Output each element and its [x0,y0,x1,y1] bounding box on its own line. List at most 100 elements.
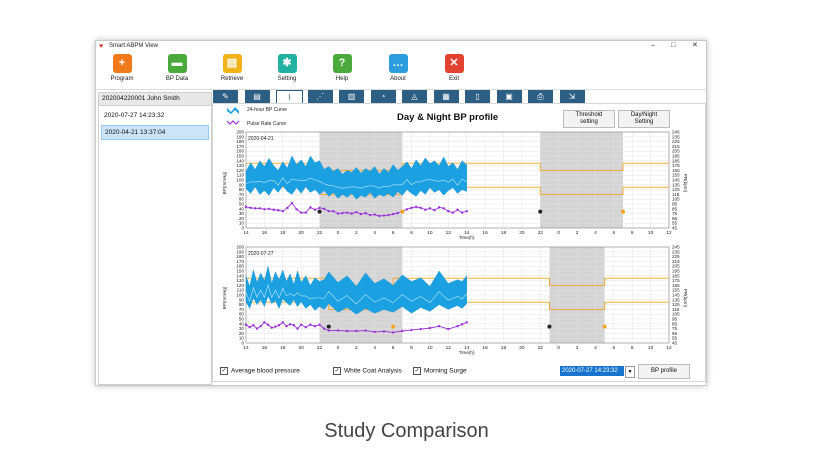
y2-tick-label: 225 [672,254,680,259]
bp-mean-line [245,177,467,189]
x-tick-label: 14 [464,230,470,236]
tab-export-icon[interactable]: ⇲ [559,90,585,104]
x-tick-label: 8 [410,230,413,236]
toolbar-exit-button[interactable]: ✕ Exit [437,54,471,88]
tab-line-chart-icon[interactable]: ⌇ [276,90,303,104]
tab-pie-chart-icon[interactable]: ◔ [370,90,396,104]
y2-tick-label: 235 [672,134,680,139]
pulse-point [364,329,367,332]
pulse-point [244,205,248,209]
y-tick-label: 190 [236,249,244,254]
tab-print-icon[interactable]: ⎙ [528,90,553,104]
y2-tick-label: 135 [672,182,680,187]
patient-header[interactable]: 202004220001 John Smith [99,93,211,106]
tab-bar-chart-icon[interactable]: ▥ [339,90,364,104]
y-tick-label: 60 [239,312,245,317]
x-tick-label: 14 [243,345,249,351]
y2-tick-label: 225 [672,139,680,144]
white-coat-checkbox[interactable]: ✓ White Coat Analysis [333,367,402,375]
tab-area-chart-icon[interactable]: ◬ [402,90,427,104]
pulse-point [355,329,358,333]
title-bar: ♥ Smart ABPM View – □ ✕ [96,41,706,52]
tab-document-icon[interactable]: ▯ [465,90,490,104]
threshold-setting-button[interactable]: Threshold setting [563,110,615,128]
pulse-point [345,211,349,214]
checkbox-check-icon[interactable]: ✓ [220,367,228,375]
slide-caption: Study Comparison [324,420,489,442]
x-tick-label: 4 [373,230,376,236]
y-tick-label: 40 [239,206,245,211]
x-tick-label: 2 [355,230,358,236]
pulse-point [313,208,317,211]
checkbox-check-icon[interactable]: ✓ [413,367,421,375]
study-date-select[interactable]: 2020-07-27 14:23:32 [560,366,624,376]
pulse-point [327,210,330,213]
checkbox-check-icon[interactable]: ✓ [333,367,341,375]
y2-tick-label: 205 [672,149,680,154]
average-bp-checkbox[interactable]: ✓ Average blood pressure [220,367,300,375]
minimize-button[interactable]: – [651,42,655,49]
y2-tick-label: 85 [672,206,678,211]
toolbar-program-button[interactable]: + Program [105,54,139,88]
help-icon: ? [332,54,352,73]
y-tick-label: 50 [239,317,245,322]
surge-marker [621,209,626,214]
pulse-legend-label: Pulse Rate Curve [247,121,287,127]
y-tick-label: 160 [236,149,244,154]
y2-tick-label: 185 [672,158,680,163]
toolbar-about-button[interactable]: … About [381,54,415,88]
morning-surge-checkbox[interactable]: ✓ Morning Surge [413,367,467,375]
tab-list-icon[interactable]: ▤ [244,90,270,104]
pulse-point [364,211,367,215]
y-tick-label: 10 [239,336,245,341]
pulse-point [313,325,317,328]
x-tick-label: 18 [280,230,286,236]
day-night-setting-button[interactable]: Day/Night Setting [618,110,670,128]
gear-icon: ✱ [277,54,297,73]
chevron-down-icon[interactable]: ▼ [625,366,635,378]
y2-tick-label: 235 [672,249,680,254]
tab-scatter-icon[interactable]: ⋰ [307,90,333,104]
x-tick-label: 18 [501,230,507,236]
pulse-point [255,327,259,330]
toolbar-retrieve-button[interactable]: ▤ Retrieve [215,54,249,88]
y-tick-label: 150 [236,269,244,274]
x-tick-label: 12 [446,230,452,236]
tab-image-icon[interactable]: ▣ [496,90,522,104]
pulse-point [318,206,321,210]
y2-tick-label: 115 [672,307,680,312]
toolbar-setting-button[interactable]: ✱ Setting [270,54,304,88]
x-tick-label: 10 [427,345,433,351]
surge-marker [326,324,331,329]
y-tick-label: 190 [236,134,244,139]
x-axis-label: Time(h) [459,350,475,355]
toolbar-help-button[interactable]: ? Help [325,54,359,88]
pulse-point [401,329,404,333]
tab-report-icon[interactable]: ▦ [433,90,459,104]
pulse-point [391,212,395,216]
tab-edit-icon[interactable]: ✎ [213,90,238,104]
toolbar-label: Exit [448,76,459,82]
x-tick-label: 8 [631,345,634,351]
y2-tick-label: 115 [672,192,680,197]
bp-profile-button[interactable]: BP profile [638,364,690,379]
y2-tick-label: 185 [672,273,680,278]
y-tick-label: 180 [236,254,244,259]
toolbar-label: Retrieve [220,76,244,82]
pulse-point [286,206,289,210]
pulse-point [373,330,376,334]
maximize-button[interactable]: □ [671,42,676,49]
x-tick-label: 16 [482,230,488,236]
study-item-selected[interactable]: 2020-04-21 13:37:04 [101,125,209,140]
x-tick-label: 12 [666,345,672,351]
y-tick-label: 20 [239,331,245,336]
y-tick-label: 60 [239,197,245,202]
pulse-point [368,213,372,217]
toolbar-bp-data-button[interactable]: ▬ BP Data [160,54,194,88]
x-tick-label: 22 [538,345,544,351]
pulse-point [270,326,273,329]
study-item[interactable]: 2020-07-27 14:23:32 [104,112,165,119]
pulse-point [424,208,427,211]
close-window-button[interactable]: ✕ [692,42,698,49]
threshold-line [246,301,669,310]
